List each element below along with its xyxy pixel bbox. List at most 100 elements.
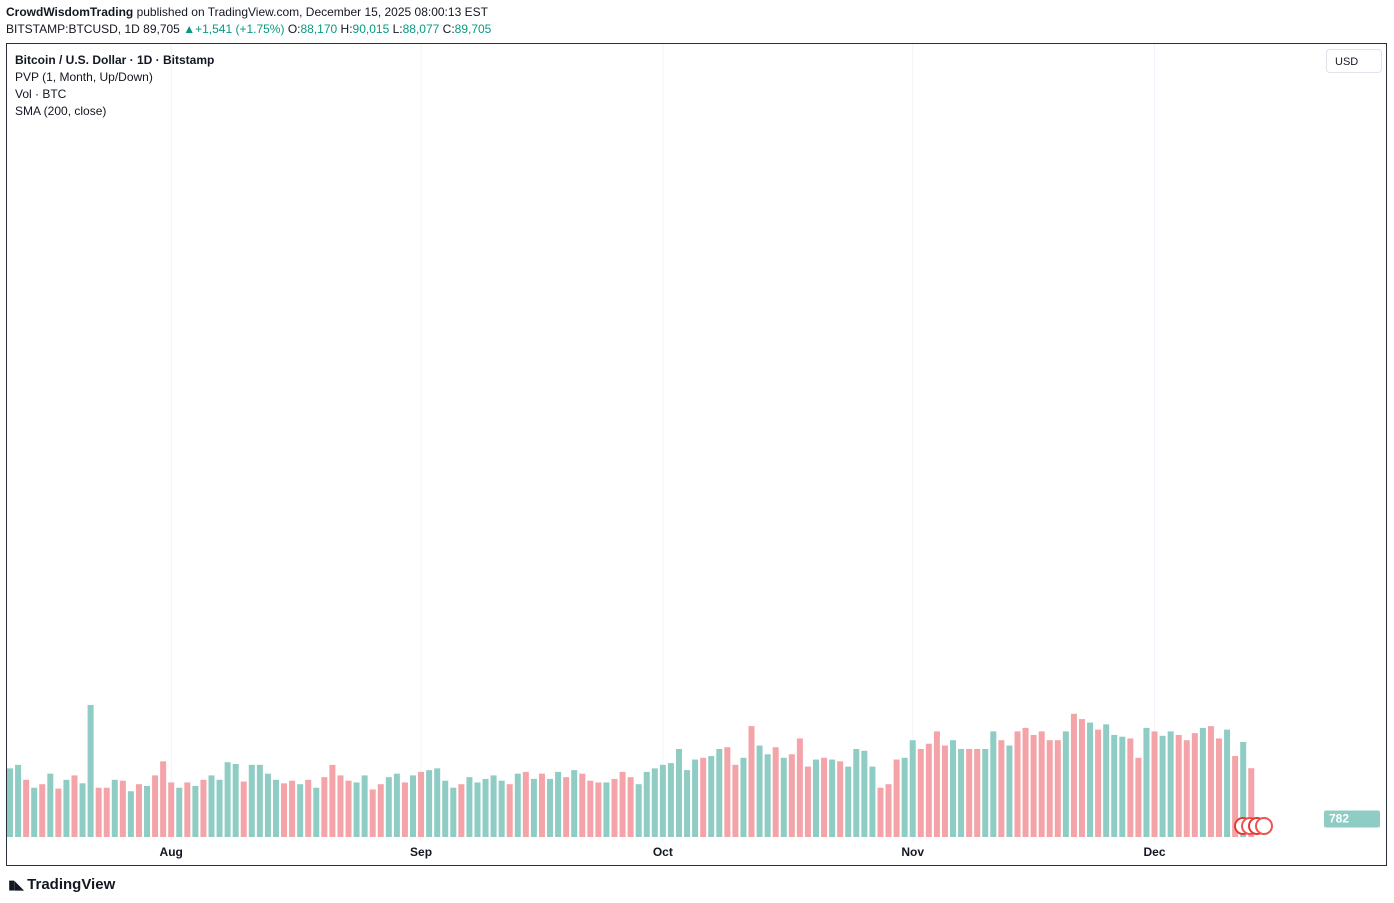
chart-title[interactable]: Bitcoin / U.S. Dollar · 1D · Bitstamp (15, 53, 215, 67)
volume-bar (248, 764, 255, 837)
volume-bar (829, 759, 836, 837)
volume-bar (869, 766, 876, 837)
x-tick-label: Nov (901, 845, 924, 859)
volume-bar (893, 759, 900, 837)
volume-bar (1062, 731, 1069, 837)
volume-bar (933, 731, 940, 837)
volume-bar (772, 747, 779, 837)
volume-bar (813, 759, 819, 837)
volume-bar (619, 771, 626, 837)
volume-bar (418, 771, 425, 837)
volume-bar (555, 771, 562, 837)
volume-bar (135, 784, 142, 837)
volume-bar (232, 763, 239, 837)
volume-bar (684, 770, 691, 837)
volume-bar (909, 740, 916, 837)
volume-bar (1046, 740, 1053, 837)
volume-bar (635, 784, 642, 837)
volume-bar (1022, 727, 1029, 837)
volume-bar (224, 762, 231, 837)
volume-bar (522, 771, 529, 837)
volume-bar (627, 777, 634, 837)
volume-bar (55, 788, 62, 837)
volume-bar (95, 787, 102, 837)
volume-bar (490, 775, 497, 837)
ohlc-line: BITSTAMP:BTCUSD, 1D 89,705 ▲+1,541 (+1.7… (6, 22, 491, 36)
volume-bar (152, 775, 159, 837)
published-text: published on TradingView.com, December 1… (136, 5, 488, 19)
volume-bar (1038, 731, 1045, 837)
volume-bar (901, 757, 908, 837)
volume-bar (925, 743, 932, 837)
volume-bar (861, 750, 868, 837)
volume-bar (1030, 734, 1037, 837)
volume-bar (587, 780, 594, 837)
volume-bar (498, 780, 505, 837)
volume-bar (506, 784, 513, 837)
volume-bar (160, 761, 167, 837)
volume-bar (643, 771, 650, 837)
tradingview-logo[interactable]: ▮◣ TradingView (8, 876, 115, 893)
volume-bar (321, 777, 328, 837)
volume-bar (563, 777, 570, 837)
legend-volume[interactable]: Vol · BTC (15, 87, 67, 101)
volume-bar (611, 778, 618, 837)
volume-bar (240, 781, 247, 837)
volume-bar (337, 775, 344, 837)
volume-bar (353, 782, 360, 837)
currency-button[interactable]: USD (1326, 49, 1382, 73)
volume-bar (192, 785, 199, 837)
volume-bar (603, 782, 610, 837)
volume-bar (184, 782, 191, 837)
volume-bar (692, 759, 699, 837)
volume-bar (329, 764, 336, 837)
volume-bar (385, 777, 392, 837)
volume-bar (144, 785, 151, 837)
volume-bar (313, 787, 320, 837)
volume-bar (675, 749, 682, 837)
volume-bar (1070, 713, 1077, 837)
volume-bar (289, 780, 296, 837)
volume-bar (1119, 736, 1126, 837)
volume-bar (659, 764, 666, 837)
publisher-name[interactable]: CrowdWisdomTrading (6, 5, 134, 19)
volume-bar (1078, 719, 1085, 837)
x-tick-label: Dec (1144, 845, 1166, 859)
volume-bar (434, 768, 441, 837)
volume-bar (804, 766, 811, 837)
volume-bar (87, 705, 94, 837)
volume-bar (256, 764, 263, 837)
volume-bar (950, 740, 957, 837)
volume-bar (305, 779, 312, 837)
up-arrow-icon: ▲ (183, 22, 196, 36)
legend-sma[interactable]: SMA (200, close) (15, 104, 107, 118)
volume-bar (579, 773, 586, 837)
volume-bar (1151, 731, 1158, 837)
symbol-line: BITSTAMP:BTCUSD, 1D (6, 22, 140, 36)
volume-bar (103, 787, 110, 837)
volume-bar (756, 745, 763, 837)
volume-bar (1207, 726, 1214, 837)
volume-bar (837, 761, 844, 837)
volume-bar (1135, 757, 1142, 837)
volume-bar (369, 789, 376, 837)
volume-bar (466, 777, 473, 837)
volume-bar (651, 768, 658, 837)
volume-bar (23, 779, 30, 837)
volume-bar (442, 780, 449, 837)
volume-bar (361, 775, 368, 837)
volume-bar (595, 782, 602, 837)
volume-bar (47, 773, 54, 837)
volume-bar (7, 768, 13, 837)
volume-bar (764, 754, 771, 837)
chart-frame (6, 43, 1387, 866)
volume-bar (1240, 741, 1247, 837)
tradingview-logo-icon: ▮◣ (8, 877, 24, 892)
volume-bar (111, 779, 118, 837)
volume-bar (530, 778, 537, 837)
volume-bar (1111, 734, 1118, 837)
legend-pvp[interactable]: PVP (1, Month, Up/Down) (15, 70, 153, 84)
volume-bar (63, 779, 70, 837)
volume-tag-bg (1324, 810, 1380, 828)
